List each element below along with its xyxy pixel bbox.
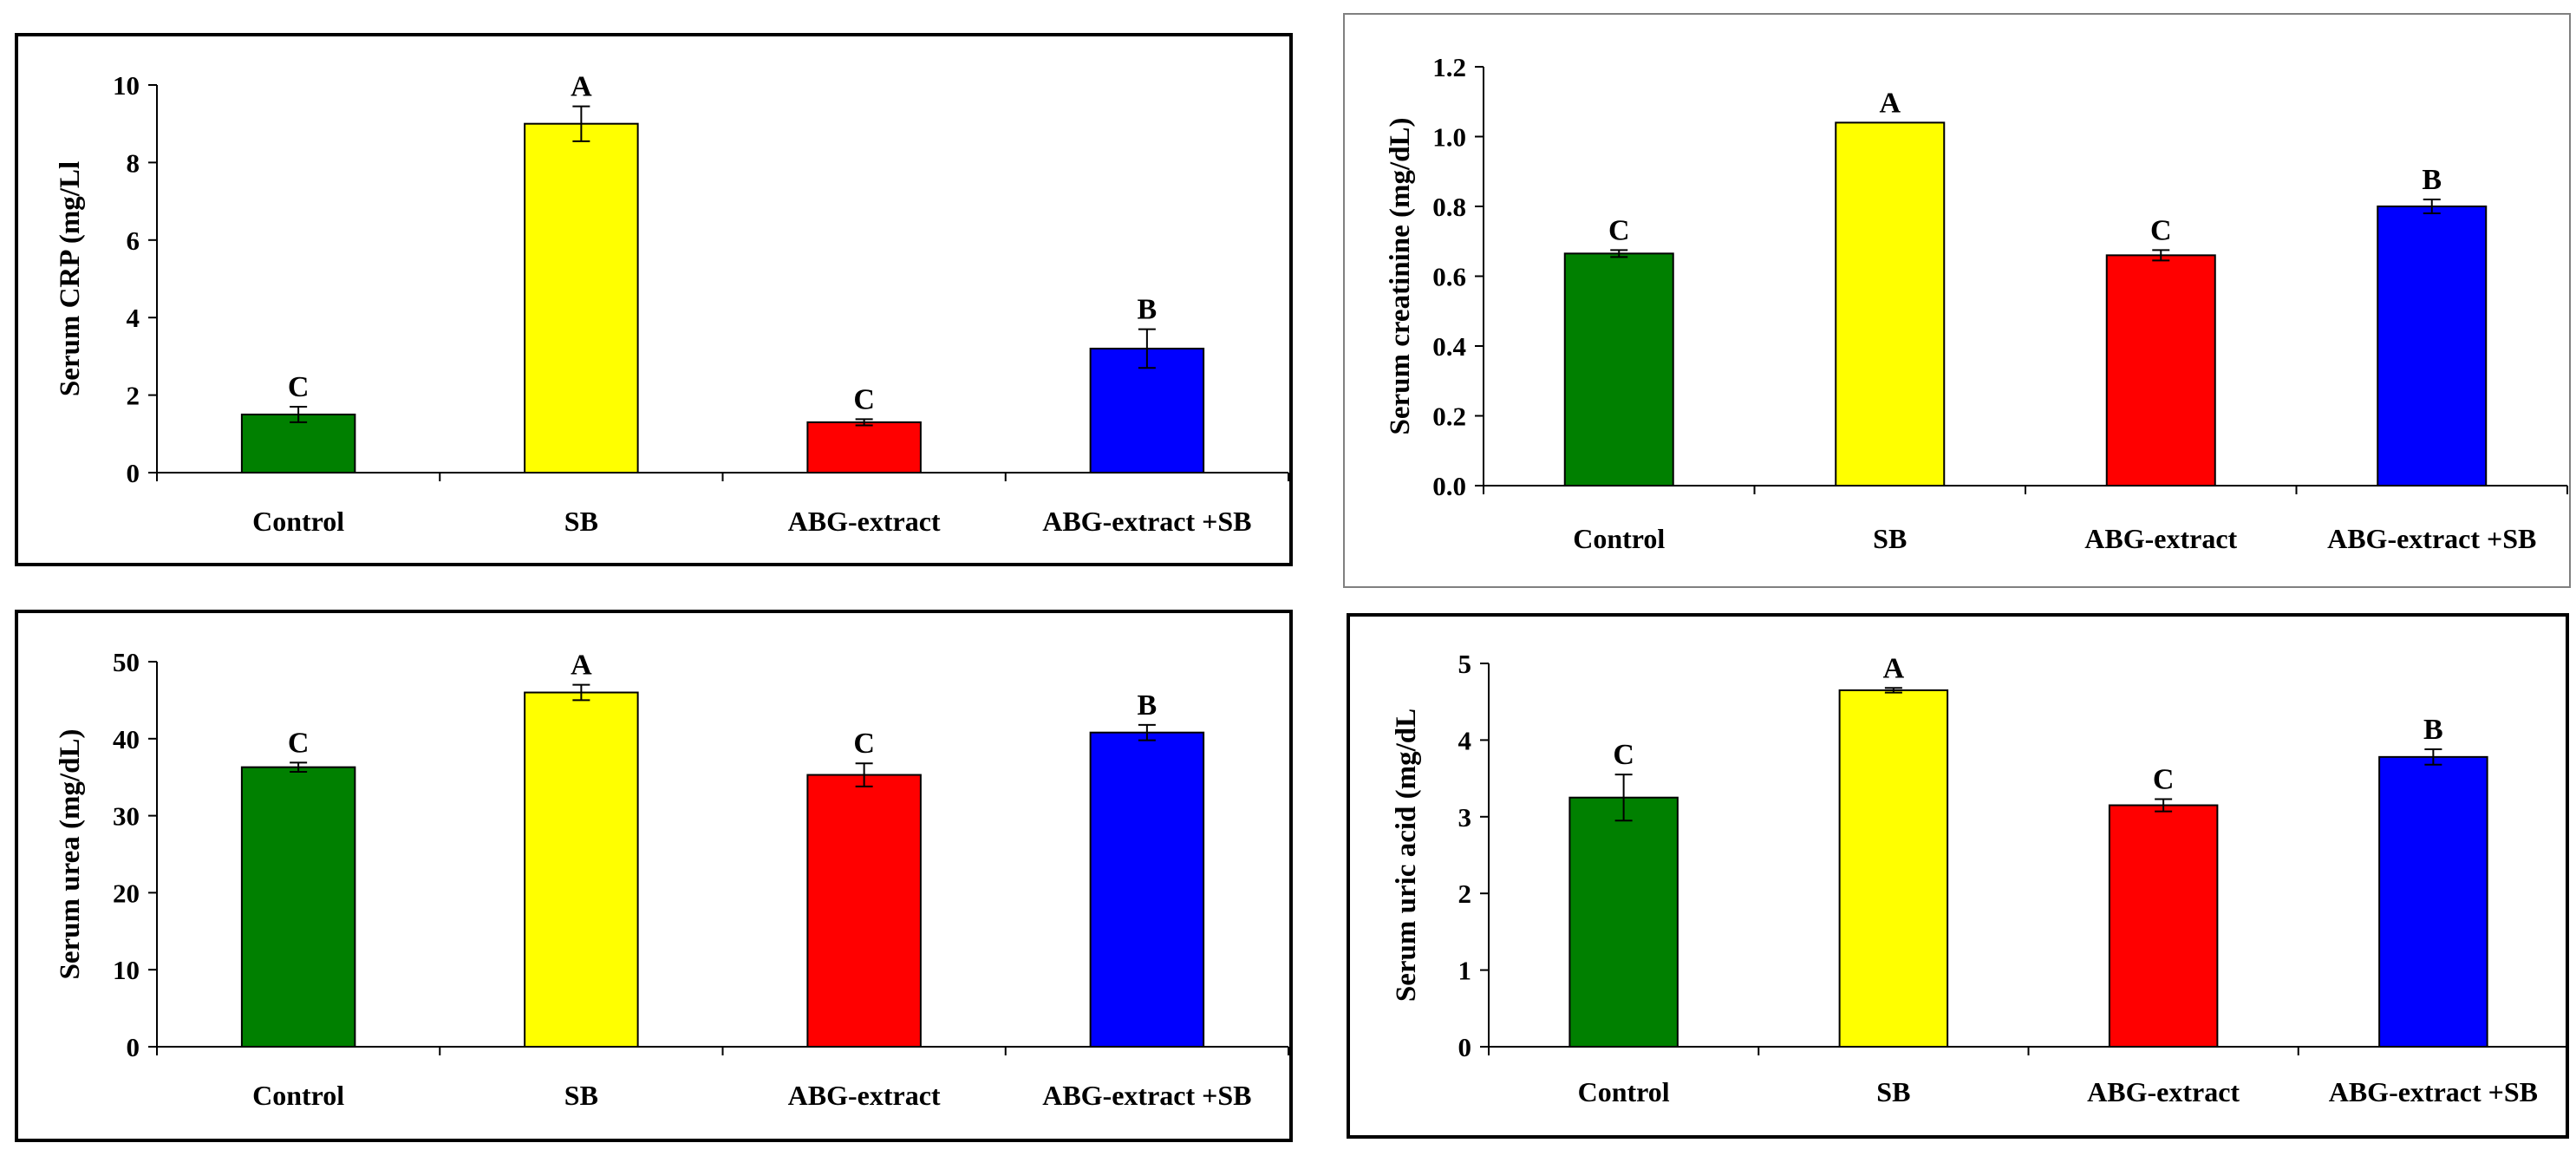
- y-tick-label: 0.4: [1432, 331, 1466, 362]
- bar-sb: [524, 691, 639, 1048]
- y-tick-label: 0: [127, 458, 140, 488]
- y-tick-label: 0.0: [1432, 471, 1466, 501]
- y-tick-label: 1.2: [1432, 52, 1466, 82]
- y-tick-label: 0.8: [1432, 192, 1466, 222]
- significance-letter: A: [571, 71, 592, 103]
- x-category-label: ABG-extract: [2084, 523, 2237, 554]
- bar-abg_extract: [2108, 804, 2219, 1048]
- chart-panel-urea: Serum urea (mg/dL) 0 10 20 30 40 50 C Control A SB…: [15, 610, 1293, 1142]
- x-category-label: Control: [252, 1080, 344, 1111]
- bar-sb: [1835, 121, 1946, 487]
- significance-letter: B: [2423, 714, 2443, 746]
- significance-letter: A: [1879, 87, 1901, 119]
- x-category-label: SB: [1873, 523, 1907, 554]
- x-category-label: ABG-extract +SB: [2329, 1076, 2538, 1107]
- significance-letter: C: [288, 727, 310, 759]
- x-category-label: ABG-extract: [788, 1080, 941, 1111]
- chart-panel-uric-acid: Serum uric acid (mg/dL 0 1 2 3 4 5 C Control A SB C…: [1347, 613, 2569, 1139]
- chart-creatinine: Serum creatinine (mg/dL) 0.0 0.2 0.4 0.6 0.8 1…: [1385, 52, 2568, 554]
- y-tick-label: 1: [1458, 956, 1472, 986]
- chart-panel-creatinine: Serum creatinine (mg/dL) 0.0 0.2 0.4 0.6 0.8 1…: [1343, 13, 2571, 588]
- x-category-label: Control: [1573, 523, 1665, 554]
- y-tick-label: 0: [1458, 1032, 1472, 1062]
- significance-letter: A: [1883, 652, 1905, 684]
- x-category-label: SB: [1876, 1076, 1910, 1107]
- y-tick-label: 30: [113, 801, 140, 832]
- bar-abg_extract: [806, 774, 922, 1048]
- y-tick-label: 8: [127, 147, 140, 178]
- y-tick-label: 50: [113, 647, 140, 677]
- significance-letter: C: [853, 728, 875, 760]
- significance-letter: B: [1138, 689, 1158, 722]
- chart-urea: Serum urea (mg/dL) 0 10 20 30 40 50 C Control A SB…: [55, 647, 1289, 1111]
- significance-letter: B: [1138, 294, 1158, 326]
- y-axis-title: Serum CRP (mg/Ll: [55, 161, 86, 396]
- x-category-label: SB: [564, 506, 598, 537]
- y-tick-label: 2: [1458, 878, 1472, 909]
- y-tick-label: 20: [113, 878, 140, 908]
- x-category-label: ABG-extract: [788, 506, 941, 537]
- significance-letter: C: [2153, 763, 2175, 795]
- y-tick-label: 3: [1458, 802, 1472, 833]
- x-category-label: ABG-extract +SB: [1042, 506, 1251, 537]
- significance-letter: A: [571, 650, 592, 682]
- y-tick-label: 4: [1458, 725, 1472, 755]
- bar-control: [1563, 252, 1674, 487]
- y-axis-title: Serum creatinine (mg/dL): [1385, 117, 1416, 434]
- bar-abg_extract: [806, 421, 922, 474]
- bar-abg_extract_sb: [2377, 206, 2488, 487]
- bar-control: [240, 766, 356, 1048]
- y-axis-title: Serum urea (mg/dL): [55, 728, 86, 979]
- bar-control: [1568, 796, 1679, 1048]
- x-category-label: Control: [252, 506, 344, 537]
- chart-panel-crp: Serum CRP (mg/Ll 0 2 4 6 8 10 C Control A SB C ABG-e…: [15, 33, 1293, 566]
- chart-crp: Serum CRP (mg/Ll 0 2 4 6 8 10 C Control A SB C ABG-e…: [55, 70, 1289, 537]
- y-tick-label: 0.6: [1432, 262, 1466, 292]
- bar-control: [240, 413, 356, 474]
- significance-letter: C: [1613, 739, 1634, 771]
- bar-sb: [524, 122, 639, 474]
- significance-letter: C: [288, 371, 310, 403]
- y-tick-label: 6: [127, 225, 140, 256]
- x-category-label: Control: [1578, 1076, 1670, 1107]
- x-category-label: ABG-extract: [2087, 1076, 2240, 1107]
- y-tick-label: 1.0: [1432, 122, 1466, 153]
- significance-letter: C: [2150, 214, 2172, 246]
- y-tick-label: 5: [1458, 649, 1472, 679]
- y-tick-label: 10: [113, 70, 140, 101]
- y-tick-label: 40: [113, 724, 140, 754]
- bar-abg_extract: [2105, 254, 2216, 487]
- y-tick-label: 0.2: [1432, 402, 1466, 432]
- x-category-label: ABG-extract +SB: [1042, 1080, 1251, 1111]
- bar-abg_extract_sb: [2378, 755, 2488, 1048]
- significance-letter: C: [1608, 214, 1630, 246]
- y-tick-label: 2: [127, 381, 140, 411]
- bar-sb: [1838, 689, 1949, 1048]
- y-tick-label: 10: [113, 955, 140, 985]
- y-tick-label: 0: [127, 1032, 140, 1062]
- y-tick-label: 4: [127, 303, 140, 333]
- y-axis-title: Serum uric acid (mg/dL: [1391, 709, 1422, 1002]
- x-category-label: ABG-extract +SB: [2327, 523, 2536, 554]
- bar-abg_extract_sb: [1089, 731, 1205, 1048]
- x-category-label: SB: [564, 1080, 598, 1111]
- bar-abg_extract_sb: [1089, 347, 1205, 474]
- chart-uric-acid: Serum uric acid (mg/dL 0 1 2 3 4 5 C Control A SB C…: [1391, 649, 2569, 1107]
- significance-letter: B: [2422, 164, 2442, 196]
- significance-letter: C: [853, 383, 875, 415]
